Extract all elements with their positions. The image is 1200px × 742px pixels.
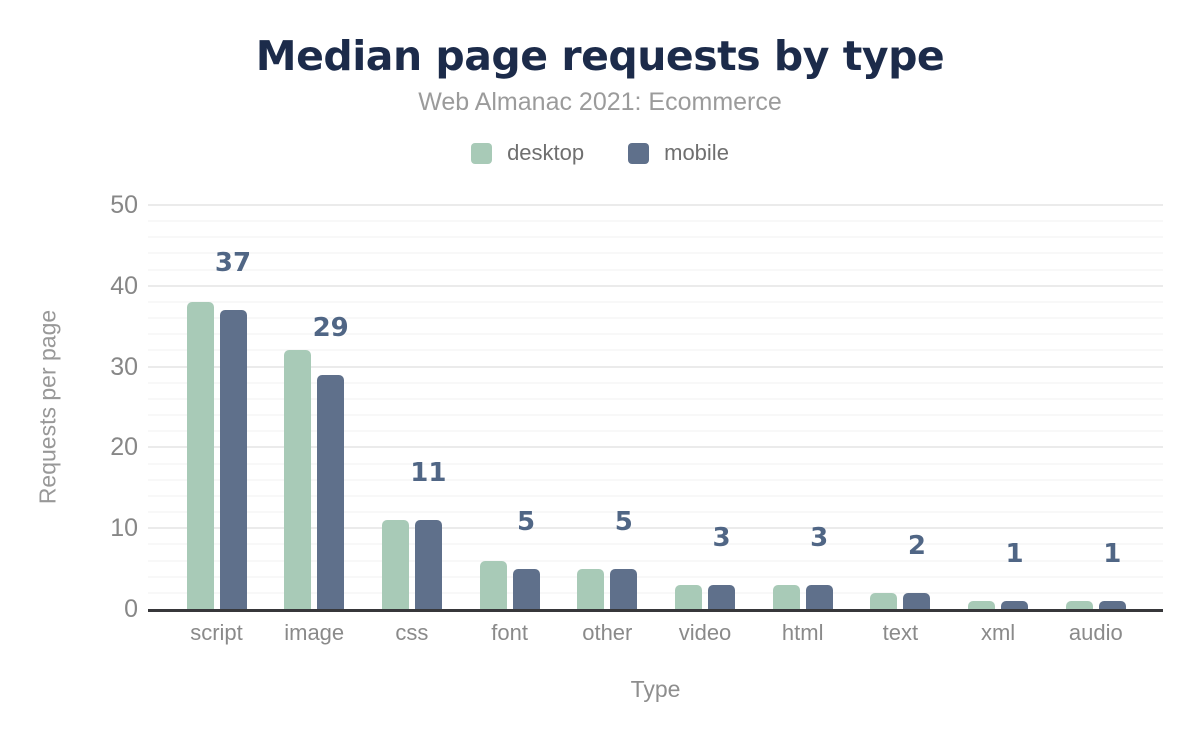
bar-mobile-image [317,374,345,609]
x-axis-title: Type [630,676,681,702]
gridline-minor [148,591,1163,594]
gridline-minor [148,543,1163,546]
gridline-minor [148,349,1163,352]
legend-swatch-mobile [628,142,650,164]
bar-desktop-script [186,301,214,609]
gridline-major [148,446,1163,449]
gridline-major [148,365,1163,368]
bar-mobile-text [903,592,931,609]
x-tick-label-other: other [582,620,633,645]
bar-mobile-font [512,568,540,609]
gridline-minor [148,575,1163,578]
bar-desktop-other [577,568,605,609]
x-tick-label-script: script [190,620,243,645]
bar-mobile-html [805,584,833,609]
gridline-minor [148,333,1163,336]
bar-desktop-font [479,560,507,609]
legend-label-mobile: mobile [664,140,729,165]
gridline-minor [148,478,1163,481]
gridline-minor [148,220,1163,223]
chart-subtitle: Web Almanac 2021: Ecommerce [418,88,782,116]
gridline-minor [148,300,1163,303]
bar-desktop-xml [968,600,996,609]
legend-item-mobile: mobile [628,140,729,166]
bar-mobile-other [610,568,638,609]
x-tick-label-css: css [395,620,429,645]
legend-label-desktop: desktop [507,140,585,165]
x-tick-label-text: text [882,620,919,645]
gridline-minor [148,268,1163,271]
bar-mobile-video [708,584,735,609]
gridline-minor [148,559,1163,562]
legend-item-desktop: desktop [471,140,584,166]
bar-desktop-html [772,584,800,609]
bar-mobile-script [219,310,247,609]
y-tick-label: 40 [110,271,138,300]
y-tick-label: 10 [110,514,138,543]
bar-desktop-image [284,350,312,609]
gridline-minor [148,317,1163,320]
x-tick-label-image: image [284,620,345,645]
value-label-script: 37 [214,248,252,279]
bar-mobile-css [414,520,442,609]
gridline-minor [148,381,1163,384]
y-tick-label: 50 [110,191,138,219]
gridline-minor [148,252,1163,255]
bar-mobile-audio [1098,600,1126,609]
bar-desktop-text [870,592,898,609]
gridline-major [148,527,1163,530]
bar-desktop-css [381,520,409,609]
bar-desktop-audio [1065,600,1093,609]
gridline-minor [148,462,1163,465]
y-tick-label: 0 [124,595,138,623]
gridline-minor [148,397,1163,400]
chart-legend: desktop mobile [0,140,1200,166]
gridline-major [148,284,1163,287]
value-label-html: 3 [810,522,829,553]
value-label-font: 5 [517,506,536,537]
value-label-other: 5 [614,506,633,537]
x-tick-label-html: html [781,620,824,645]
gridline-minor [148,236,1163,239]
legend-swatch-desktop [471,142,493,164]
value-label-css: 11 [410,458,447,489]
chart-title: Median page requests by type [255,32,945,80]
bar-mobile-xml [1001,600,1029,609]
x-axis-line [148,609,1163,612]
x-tick-label-audio: audio [1068,620,1123,645]
value-label-image: 29 [312,312,349,343]
x-tick-label-video: video [678,620,732,645]
value-label-text: 2 [907,530,926,561]
gridline-minor [148,511,1163,514]
value-label-video: 3 [712,522,731,553]
y-tick-label: 20 [110,433,138,462]
x-tick-label-font: font [491,620,528,645]
gridline-minor [148,430,1163,433]
value-label-xml: 1 [1005,538,1024,569]
gridline-minor [148,414,1163,417]
x-tick-label-xml: xml [980,620,1016,645]
y-tick-label: 30 [110,352,138,381]
bar-desktop-video [675,584,702,609]
gridline-major [148,204,1163,206]
value-label-audio: 1 [1103,538,1122,569]
gridline-minor [148,494,1163,497]
y-axis-title: Requests per page [34,309,61,505]
